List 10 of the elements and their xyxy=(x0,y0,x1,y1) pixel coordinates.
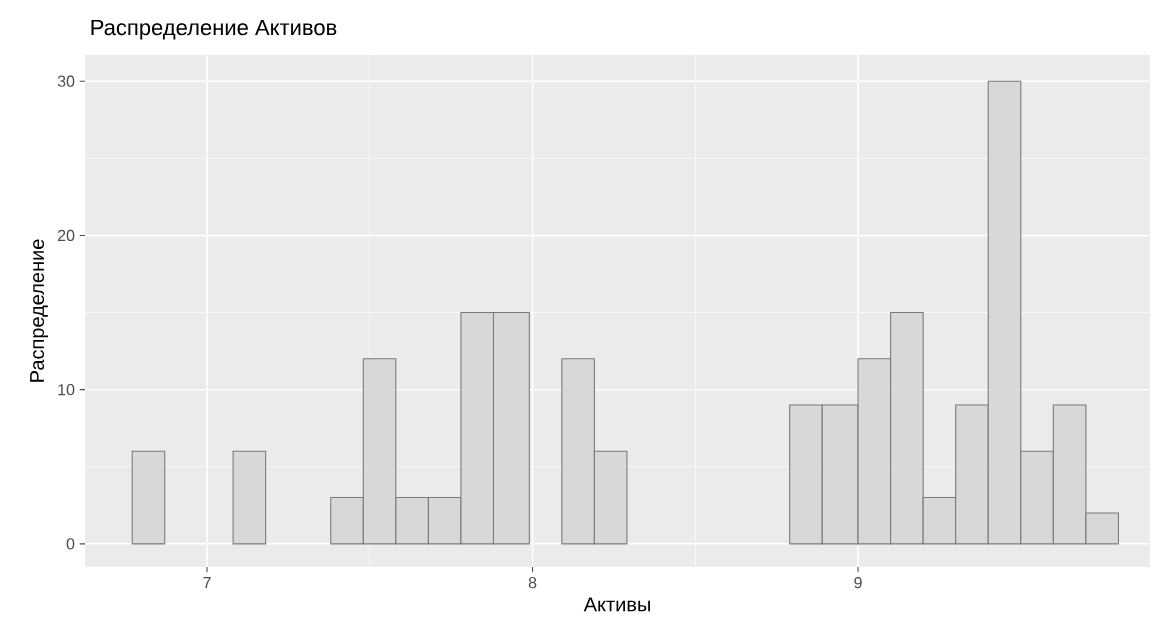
x-axis-title: Активы xyxy=(583,597,650,612)
chart-title: Распределение Активов xyxy=(91,19,337,40)
y-tick-label: 10 xyxy=(58,383,75,396)
y-tick-label: 30 xyxy=(57,75,75,87)
y-axis-title: Распределение xyxy=(30,239,49,382)
x-tick-label: 9 xyxy=(854,577,862,589)
x-tick-label: 7 xyxy=(203,577,211,589)
x-tick-label: 8 xyxy=(528,577,537,589)
y-tick-label: 0 xyxy=(66,538,75,550)
y-tick-label: 20 xyxy=(57,229,75,242)
